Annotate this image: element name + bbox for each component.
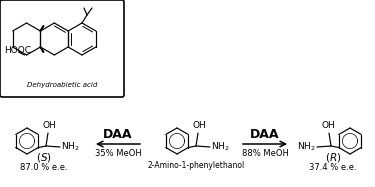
FancyBboxPatch shape (0, 0, 124, 97)
Text: $(S)$: $(S)$ (36, 151, 52, 165)
Text: NH$_2$: NH$_2$ (211, 141, 230, 153)
Text: DAA: DAA (250, 128, 280, 140)
Text: NH$_2$: NH$_2$ (61, 141, 80, 153)
Text: 88% MeOH: 88% MeOH (242, 148, 288, 157)
Text: OH: OH (42, 121, 56, 130)
Text: $(R)$: $(R)$ (325, 151, 341, 165)
Text: 35% MeOH: 35% MeOH (94, 148, 141, 157)
Text: NH$_2$: NH$_2$ (297, 141, 316, 153)
Text: 2-Amino-1-phenylethanol: 2-Amino-1-phenylethanol (147, 160, 244, 169)
Text: DAA: DAA (103, 128, 133, 140)
Text: OH: OH (192, 121, 206, 130)
Text: HOOC: HOOC (4, 45, 32, 54)
Text: OH: OH (321, 121, 335, 130)
Text: 37.4 % e.e.: 37.4 % e.e. (309, 163, 357, 171)
Text: 87.0 % e.e.: 87.0 % e.e. (20, 163, 68, 171)
Text: Dehydroabietic acid: Dehydroabietic acid (27, 82, 97, 88)
